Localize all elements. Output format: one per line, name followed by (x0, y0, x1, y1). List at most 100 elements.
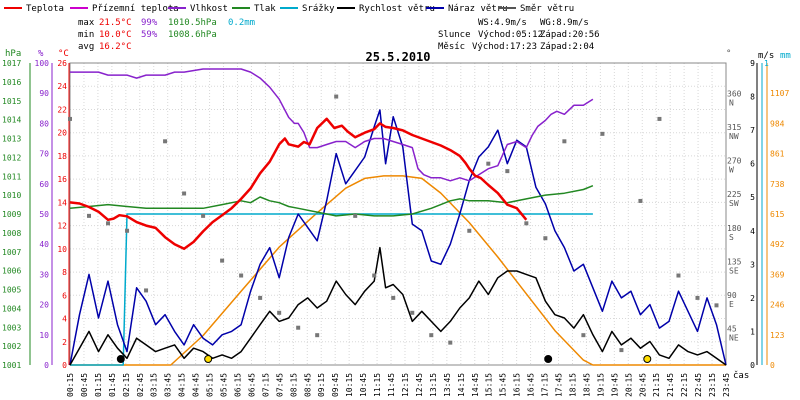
direction-tick-name: NE (729, 333, 739, 342)
wind-gust-stat: WG:8.9m/s (540, 18, 589, 28)
time-tick-label: 13:45 (443, 373, 452, 397)
time-tick-label: 02:15 (122, 373, 131, 397)
wind-direction-point (201, 213, 206, 218)
time-tick-label: 06:45 (247, 373, 256, 397)
moonrise-marker (544, 355, 553, 363)
wind-tick-label: 8 (750, 93, 755, 102)
pressure-tick-label: 1017 (2, 59, 21, 68)
temperature-tick-label: 16 (57, 175, 67, 184)
pressure-tick-label: 1005 (2, 286, 21, 295)
wind-tick-label: 2 (750, 294, 755, 303)
legend-label: Rychlost větru (359, 4, 435, 14)
time-tick-label: 10:45 (359, 373, 368, 397)
pressure-tick-label: 1004 (2, 304, 21, 313)
moonset-marker (116, 355, 125, 363)
pressure-axis-title: hPa (5, 49, 21, 59)
time-tick-label: 11:15 (373, 373, 382, 397)
legend: Teplota Přízemní teplota Vlhkost Tlak Srážky… (4, 4, 574, 14)
wind-tick-label: 1 (750, 327, 755, 336)
wind-direction-point (125, 228, 130, 233)
wind-direction-point (505, 169, 510, 174)
time-tick-label: 22:45 (694, 373, 703, 397)
time-tick-label: 23:45 (722, 373, 731, 397)
wind-tick-label: 0 (750, 361, 755, 370)
direction-tick-label: 270 (727, 157, 742, 166)
time-tick-label: 16:15 (513, 373, 522, 397)
time-tick-label: 20:15 (624, 373, 633, 397)
stats-block: max 21.5°C 99% 1010.5hPa 0.2mm min 10.0°… (78, 18, 255, 52)
pressure-tick-label: 1008 (2, 229, 21, 238)
rain-tick-label: 1 (764, 59, 769, 68)
direction-tick-name: W (729, 166, 734, 175)
temperature-tick-label: 22 (57, 105, 67, 114)
pressure-tick-label: 1016 (2, 78, 21, 87)
stat-max-label: max (78, 18, 95, 28)
markers (116, 355, 652, 363)
wind-direction-point (600, 131, 605, 136)
moon-label: Měsíc (438, 42, 465, 52)
time-tick-label: 07:15 (261, 373, 270, 397)
pressure-tick-label: 1007 (2, 248, 21, 257)
pressure-tick-label: 1001 (2, 361, 21, 370)
wind-direction-point (524, 221, 529, 226)
time-tick-label: 21:45 (666, 373, 675, 397)
time-tick-label: 17:15 (541, 373, 550, 397)
stat-max-rain: 0.2mm (228, 18, 255, 28)
direction-tick-name: NW (729, 132, 739, 141)
wind-direction-point (258, 295, 263, 300)
stat-min-pressure: 1008.6hPa (168, 30, 217, 40)
temperature-tick-label: 10 (57, 245, 67, 254)
temperature-tick-label: 14 (57, 198, 67, 207)
stat-avg-label: avg (78, 42, 94, 52)
time-tick-label: 05:15 (206, 373, 215, 397)
legend-label: Náraz větru (448, 4, 508, 14)
wind-tick-label: 9 (750, 59, 755, 68)
rain-axis-title: mm (780, 51, 791, 61)
wind-direction-point (315, 333, 320, 338)
time-tick-label: 00:45 (80, 373, 89, 397)
temperature-tick-label: 12 (57, 222, 67, 231)
axes: 1017101610151014101310121011101010091008… (2, 59, 789, 397)
humidity-tick-label: 70 (39, 150, 49, 159)
legend-label: Teplota (26, 4, 64, 14)
humidity-tick-label: 20 (39, 301, 49, 310)
pressure-tick-label: 1015 (2, 97, 21, 106)
time-tick-label: 15:15 (485, 373, 494, 397)
wind-direction-point (334, 94, 339, 99)
temperature-tick-label: 20 (57, 129, 67, 138)
wind-direction-point (543, 236, 548, 241)
time-tick-label: 14:45 (471, 373, 480, 397)
temperature-tick-label: 0 (62, 361, 67, 370)
humidity-tick-label: 30 (39, 270, 49, 279)
time-tick-label: 06:15 (233, 373, 242, 397)
sunrise-time: Východ:05:12 (478, 30, 543, 40)
legend-label: Vlhkost (190, 4, 228, 14)
wind-direction-point (144, 288, 149, 293)
time-tick-label: 01:45 (108, 373, 117, 397)
direction-tick-label: 180 (727, 224, 742, 233)
stat-max-pressure: 1010.5hPa (168, 18, 217, 28)
solar-radiation-line (70, 175, 726, 366)
humidity-tick-label: 50 (39, 210, 49, 219)
wind-direction-point (657, 116, 662, 121)
pressure-tick-label: 1014 (2, 116, 21, 125)
legend-label: Tlak (254, 4, 276, 14)
legend-label: Směr větru (520, 4, 574, 14)
direction-tick-name: SE (729, 266, 739, 275)
sunset-time: Západ:20:56 (540, 30, 600, 40)
temperature-tick-label: 6 (62, 291, 67, 300)
solar-tick-label: 123 (770, 331, 785, 340)
pressure-tick-label: 1012 (2, 153, 21, 162)
temperature-tick-label: 24 (57, 82, 67, 91)
wind-direction-point (163, 139, 168, 144)
rain-line (70, 213, 593, 366)
direction-tick-label: 45 (727, 324, 737, 333)
time-axis-title: čas (733, 370, 749, 381)
time-tick-label: 14:15 (457, 373, 466, 397)
time-tick-label: 12:45 (415, 373, 424, 397)
wind-direction-point (353, 213, 358, 218)
time-tick-label: 09:45 (331, 373, 340, 397)
wind-direction-point (239, 273, 244, 278)
direction-axis-title: ° (726, 49, 731, 59)
